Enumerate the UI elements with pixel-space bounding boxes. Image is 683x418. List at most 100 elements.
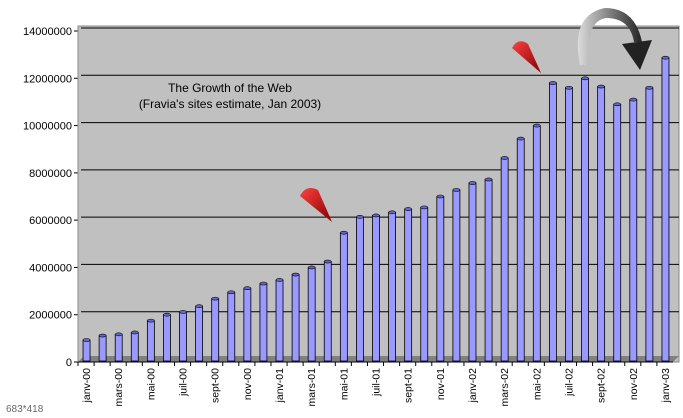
x-tick-label: nov-01: [435, 368, 447, 400]
bar: [291, 274, 300, 362]
bar-cap: [163, 312, 171, 317]
x-tick-label: mars-00: [113, 368, 125, 407]
bar-cap: [597, 84, 605, 89]
bar-cap: [323, 259, 332, 264]
y-tick-label: 10000000: [23, 121, 72, 133]
bar: [146, 320, 155, 362]
red-cone-pointer-icon: [512, 41, 541, 73]
bar: [243, 287, 252, 362]
bar: [356, 216, 364, 362]
bar-cap: [195, 304, 203, 309]
bar: [323, 261, 332, 362]
bar: [468, 182, 477, 362]
bar-cap: [484, 177, 493, 182]
bar-cap: [179, 310, 187, 314]
bar-cap: [613, 102, 622, 107]
bar: [645, 87, 654, 362]
bar-cap: [581, 76, 589, 81]
bar: [114, 333, 123, 362]
y-tick-label: 4000000: [29, 262, 72, 274]
bar: [484, 179, 493, 362]
bar: [581, 77, 589, 362]
y-tick-label: 6000000: [29, 215, 72, 227]
curved-arrow-head-icon: [622, 40, 652, 70]
bar-cap: [356, 215, 364, 219]
x-tick-label: mai-01: [338, 368, 350, 400]
x-tick-label: janv-01: [274, 368, 286, 404]
curved-arrow-icon: [577, 8, 642, 65]
bar-cap: [227, 290, 236, 295]
bar-cap: [629, 97, 638, 102]
x-tick-label: janv-02: [467, 368, 479, 404]
bar: [339, 232, 348, 362]
x-tick-label: janv-03: [660, 368, 672, 404]
bar-cap: [533, 123, 541, 128]
bar-cap: [645, 85, 654, 90]
bar: [532, 125, 541, 362]
x-tick-label: mai-02: [531, 368, 543, 400]
bar: [500, 157, 509, 362]
bar-cap: [516, 136, 525, 141]
bar: [388, 211, 396, 362]
bar: [275, 279, 284, 362]
bar: [420, 206, 429, 362]
bar-cap: [565, 85, 573, 90]
bar: [211, 298, 220, 362]
x-tick-label: janv-00: [81, 368, 93, 404]
bar-cap: [259, 281, 268, 286]
bar-cap: [468, 181, 477, 185]
bar: [613, 103, 622, 362]
bar: [661, 57, 670, 362]
bar-cap: [291, 272, 300, 277]
image-size-caption: 683*418: [6, 404, 44, 415]
chart-subtitle: (Fravia's sites estimate, Jan 2003): [139, 97, 321, 111]
bar-cap: [436, 194, 445, 199]
bar: [98, 335, 107, 362]
bar-cap: [452, 188, 461, 192]
x-tick-label: mars-01: [306, 368, 318, 407]
bar: [629, 99, 638, 362]
bar: [372, 215, 380, 362]
bar-cap: [114, 332, 123, 337]
bar: [179, 311, 187, 362]
bar-cap: [82, 338, 91, 342]
y-tick-label: 12000000: [23, 73, 72, 85]
bar-cap: [243, 286, 252, 291]
y-tick-label: 2000000: [29, 310, 72, 322]
x-tick-label: mai-00: [145, 368, 157, 400]
bar: [548, 82, 557, 362]
bar: [597, 86, 606, 362]
x-tick-label: juil-02: [563, 368, 575, 397]
bar-cap: [500, 156, 509, 160]
bar: [307, 267, 316, 362]
chart-title: The Growth of the Web: [168, 81, 292, 95]
x-tick-label: nov-00: [242, 368, 254, 400]
bar-cap: [307, 265, 316, 270]
bar-cap: [420, 205, 429, 210]
bar-cap: [211, 296, 219, 301]
bar: [195, 305, 204, 362]
bar: [82, 339, 91, 362]
bar-cap: [147, 318, 155, 323]
bar: [565, 87, 573, 362]
bar: [452, 189, 461, 362]
bar-cap: [130, 330, 139, 335]
bar: [130, 332, 139, 362]
bar-cap: [275, 278, 284, 282]
bar: [163, 314, 171, 362]
bar-cap: [340, 230, 348, 235]
bar-cap: [388, 210, 396, 215]
x-tick-label: sept-01: [403, 368, 415, 403]
x-tick-label: mars-02: [499, 368, 511, 407]
bar: [404, 208, 413, 362]
x-tick-label: juil-00: [178, 368, 190, 397]
y-tick-label: 14000000: [23, 26, 72, 38]
y-tick-label: 0: [66, 357, 72, 369]
bar: [227, 291, 236, 362]
bar-cap: [98, 333, 107, 338]
x-tick-label: sept-00: [210, 368, 222, 403]
bar: [516, 138, 525, 362]
red-cone-pointer-icon: [300, 188, 332, 222]
y-tick-label: 8000000: [29, 168, 72, 180]
x-tick-label: nov-02: [628, 368, 640, 400]
